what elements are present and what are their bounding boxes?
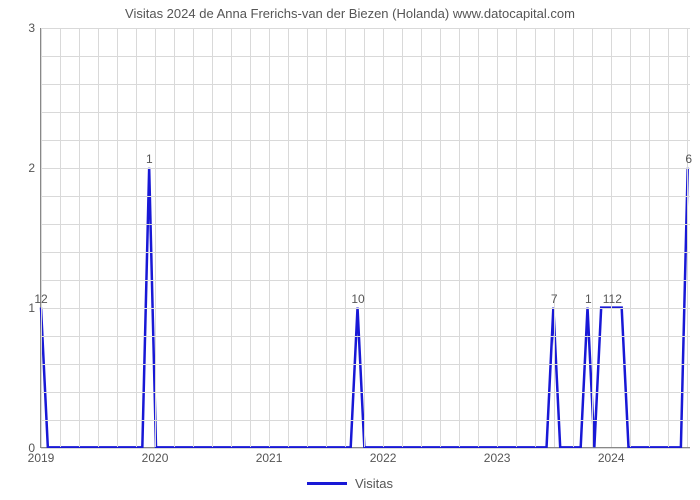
gridline-vertical bbox=[79, 28, 80, 447]
gridline-vertical bbox=[649, 28, 650, 447]
gridline-vertical bbox=[231, 28, 232, 447]
gridline-vertical bbox=[41, 28, 42, 447]
gridline-horizontal bbox=[41, 448, 690, 449]
gridline-vertical bbox=[592, 28, 593, 447]
gridline-vertical bbox=[573, 28, 574, 447]
plot-area: 012320192020202120222023202412110711126 bbox=[40, 28, 690, 448]
y-tick-label: 3 bbox=[28, 21, 41, 35]
gridline-vertical bbox=[440, 28, 441, 447]
gridline-vertical bbox=[174, 28, 175, 447]
gridline-vertical bbox=[421, 28, 422, 447]
gridline-vertical bbox=[364, 28, 365, 447]
gridline-vertical bbox=[459, 28, 460, 447]
legend-label: Visitas bbox=[355, 476, 393, 491]
gridline-vertical bbox=[117, 28, 118, 447]
gridline-vertical bbox=[98, 28, 99, 447]
gridline-vertical bbox=[212, 28, 213, 447]
chart-title: Visitas 2024 de Anna Frerichs-van der Bi… bbox=[0, 6, 700, 21]
x-tick-label: 2021 bbox=[256, 447, 283, 465]
gridline-vertical bbox=[269, 28, 270, 447]
gridline-vertical bbox=[668, 28, 669, 447]
gridline-vertical bbox=[630, 28, 631, 447]
gridline-vertical bbox=[535, 28, 536, 447]
gridline-vertical bbox=[516, 28, 517, 447]
x-tick-label: 2019 bbox=[28, 447, 55, 465]
gridline-vertical bbox=[554, 28, 555, 447]
peak-label: 12 bbox=[34, 292, 47, 306]
x-tick-label: 2020 bbox=[142, 447, 169, 465]
gridline-vertical bbox=[611, 28, 612, 447]
gridline-vertical bbox=[402, 28, 403, 447]
legend-swatch bbox=[307, 482, 347, 485]
peak-label: 10 bbox=[351, 292, 364, 306]
gridline-vertical bbox=[326, 28, 327, 447]
gridline-vertical bbox=[60, 28, 61, 447]
chart-container: Visitas 2024 de Anna Frerichs-van der Bi… bbox=[0, 0, 700, 500]
gridline-vertical bbox=[136, 28, 137, 447]
x-tick-label: 2023 bbox=[484, 447, 511, 465]
gridline-vertical bbox=[155, 28, 156, 447]
gridline-vertical bbox=[478, 28, 479, 447]
gridline-vertical bbox=[497, 28, 498, 447]
peak-label: 1 bbox=[585, 292, 592, 306]
legend: Visitas bbox=[0, 476, 700, 491]
x-tick-label: 2022 bbox=[370, 447, 397, 465]
peak-label: 112 bbox=[603, 292, 622, 306]
gridline-vertical bbox=[307, 28, 308, 447]
gridline-vertical bbox=[193, 28, 194, 447]
gridline-vertical bbox=[250, 28, 251, 447]
gridline-vertical bbox=[687, 28, 688, 447]
peak-label: 1 bbox=[146, 152, 153, 166]
gridline-vertical bbox=[345, 28, 346, 447]
x-tick-label: 2024 bbox=[598, 447, 625, 465]
gridline-vertical bbox=[288, 28, 289, 447]
y-tick-label: 2 bbox=[28, 161, 41, 175]
peak-label: 6 bbox=[685, 152, 692, 166]
peak-label: 7 bbox=[551, 292, 558, 306]
gridline-vertical bbox=[383, 28, 384, 447]
